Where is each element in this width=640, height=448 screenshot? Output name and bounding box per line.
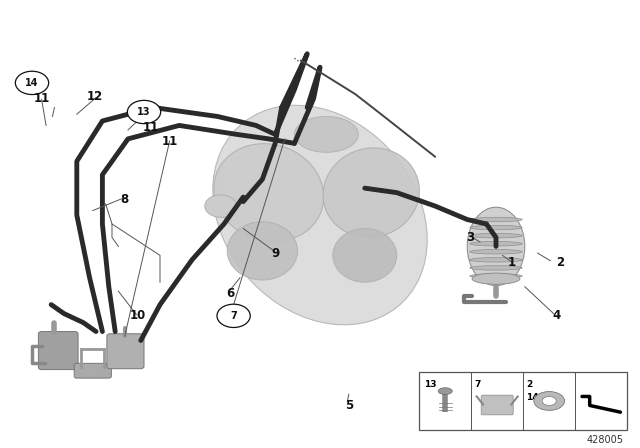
Ellipse shape: [470, 241, 522, 246]
Text: 7: 7: [230, 311, 237, 321]
Ellipse shape: [542, 396, 556, 405]
FancyBboxPatch shape: [107, 334, 144, 369]
Circle shape: [127, 100, 161, 124]
Text: 14: 14: [526, 393, 539, 402]
FancyBboxPatch shape: [481, 395, 513, 415]
Text: 10: 10: [129, 309, 146, 323]
Text: 9: 9: [271, 246, 279, 260]
FancyBboxPatch shape: [38, 332, 78, 370]
Circle shape: [217, 304, 250, 327]
Ellipse shape: [470, 274, 522, 278]
Ellipse shape: [470, 258, 522, 262]
Ellipse shape: [214, 144, 324, 241]
Text: 8: 8: [121, 193, 129, 206]
FancyBboxPatch shape: [74, 363, 111, 378]
Ellipse shape: [470, 225, 522, 230]
Ellipse shape: [333, 228, 397, 282]
Ellipse shape: [467, 207, 525, 286]
FancyBboxPatch shape: [419, 372, 627, 430]
Text: 5: 5: [345, 399, 353, 412]
Text: 428005: 428005: [587, 435, 624, 445]
Text: 2: 2: [556, 255, 564, 269]
Text: 11: 11: [142, 121, 159, 134]
Text: 4: 4: [553, 309, 561, 323]
Circle shape: [15, 71, 49, 95]
Text: 11: 11: [161, 134, 178, 148]
Text: 13: 13: [424, 380, 437, 389]
Text: 7: 7: [474, 380, 481, 389]
Text: 3: 3: [467, 231, 474, 244]
Ellipse shape: [472, 273, 520, 284]
Ellipse shape: [470, 250, 522, 254]
Text: 13: 13: [137, 107, 151, 117]
Ellipse shape: [438, 388, 452, 395]
Ellipse shape: [212, 105, 428, 325]
Ellipse shape: [323, 148, 419, 237]
Text: 12: 12: [86, 90, 103, 103]
Ellipse shape: [294, 116, 358, 152]
Text: 14: 14: [25, 78, 39, 88]
Circle shape: [205, 195, 237, 217]
Ellipse shape: [470, 266, 522, 270]
Text: 11: 11: [33, 92, 50, 105]
Ellipse shape: [470, 233, 522, 238]
Ellipse shape: [534, 392, 564, 410]
Text: 2: 2: [526, 380, 532, 389]
Ellipse shape: [227, 222, 298, 280]
Ellipse shape: [470, 217, 522, 222]
Text: 1: 1: [508, 255, 516, 269]
Text: 6: 6: [227, 287, 234, 300]
